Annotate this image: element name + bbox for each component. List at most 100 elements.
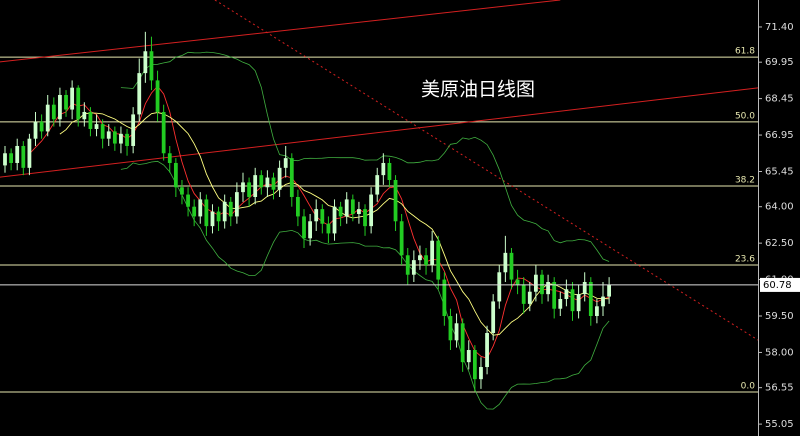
- candle-body: [9, 153, 13, 163]
- candle-body: [259, 175, 264, 188]
- candle-body: [381, 162, 386, 176]
- candle-body: [247, 182, 251, 197]
- candle-body: [76, 87, 81, 120]
- candle-body: [552, 282, 557, 309]
- fib-label: 0.0: [741, 382, 756, 392]
- candle-body: [131, 114, 136, 146]
- candle-body: [21, 145, 26, 168]
- candle-body: [491, 301, 496, 334]
- candle-body: [363, 209, 367, 227]
- candle-body: [509, 252, 514, 280]
- candle-body: [112, 131, 117, 144]
- y-tick-label: 71.40: [765, 22, 794, 33]
- candle-body: [277, 167, 282, 190]
- candle-body: [265, 177, 270, 188]
- y-tick-label: 64.00: [765, 202, 794, 213]
- candle-body: [222, 201, 227, 222]
- candle-body: [216, 211, 221, 222]
- candle-body: [94, 124, 99, 129]
- candle-body: [472, 350, 477, 380]
- y-tick-label: 55.05: [765, 419, 794, 430]
- candle-body: [515, 279, 520, 285]
- candle-body: [161, 111, 166, 154]
- candle-body: [503, 252, 508, 273]
- fib-label: 50.0: [735, 111, 755, 121]
- candle-body: [418, 255, 422, 261]
- candle-body: [430, 240, 435, 266]
- candle-body: [533, 274, 538, 292]
- candle-body: [466, 350, 471, 363]
- y-tick-label: 62.50: [765, 238, 794, 249]
- candle-body: [192, 206, 197, 217]
- candle-body: [405, 255, 410, 275]
- y-tick-label: 69.95: [765, 57, 794, 68]
- candle-body: [204, 199, 209, 227]
- candle-body: [582, 282, 587, 295]
- y-tick-label: 66.95: [765, 130, 794, 141]
- trend-line: [0, 87, 759, 178]
- y-tick-label: 59.50: [765, 311, 794, 322]
- candle-body: [88, 111, 93, 129]
- candle-body: [326, 223, 331, 234]
- candle-body: [296, 196, 300, 217]
- candle-body: [558, 299, 563, 309]
- candle-body: [521, 284, 526, 304]
- candle-body: [271, 177, 276, 190]
- candle-body: [45, 104, 50, 132]
- candle-body: [479, 367, 483, 380]
- y-tick-label: 68.45: [765, 94, 794, 105]
- candle-body: [595, 306, 599, 317]
- candle-body: [167, 153, 172, 163]
- candle-body: [570, 289, 575, 312]
- candle-body: [576, 294, 581, 312]
- candle-body: [241, 182, 245, 193]
- candle-body: [607, 284, 612, 297]
- candle-body: [369, 194, 374, 227]
- candle-body: [58, 94, 62, 120]
- candle-body: [601, 296, 605, 307]
- candle-body: [64, 94, 68, 110]
- candle-body: [253, 175, 258, 197]
- candle-body: [198, 199, 203, 217]
- candle-body: [15, 145, 20, 163]
- candle-body: [320, 209, 325, 224]
- candle-body: [588, 282, 593, 317]
- candle-body: [338, 206, 343, 217]
- last-price-label: 60.78: [763, 280, 792, 291]
- y-tick-label: 56.55: [765, 383, 794, 394]
- candle-body: [100, 124, 105, 139]
- trend-line: [214, 0, 759, 341]
- last-price-tag: [760, 277, 800, 292]
- trend-line: [0, 0, 561, 63]
- bollinger-band: [120, 51, 610, 262]
- candle-body: [125, 133, 129, 146]
- candle-body: [497, 272, 502, 302]
- candle-body: [143, 51, 148, 74]
- candle-body: [234, 192, 239, 217]
- candle-body: [137, 73, 142, 115]
- y-tick-label: 65.45: [765, 166, 794, 177]
- bollinger-band: [120, 160, 610, 410]
- candle-body: [173, 162, 178, 188]
- candle-body: [375, 175, 380, 195]
- candle-body: [228, 201, 233, 217]
- candle-body: [283, 158, 288, 168]
- chart-title: 美原油日线图: [421, 79, 535, 101]
- candle-body: [460, 323, 465, 363]
- candle-body: [332, 206, 337, 234]
- candle-body: [82, 111, 87, 120]
- candle-body: [527, 291, 532, 304]
- candle-body: [155, 80, 160, 112]
- fib-label: 38.2: [735, 176, 755, 186]
- candle-body: [350, 199, 355, 214]
- candle-body: [70, 87, 75, 110]
- candle-body: [344, 199, 349, 217]
- candle-body: [186, 194, 190, 207]
- candle-body: [485, 333, 489, 368]
- candle-body: [393, 179, 398, 222]
- candle-body: [442, 279, 447, 317]
- candle-body: [33, 121, 38, 139]
